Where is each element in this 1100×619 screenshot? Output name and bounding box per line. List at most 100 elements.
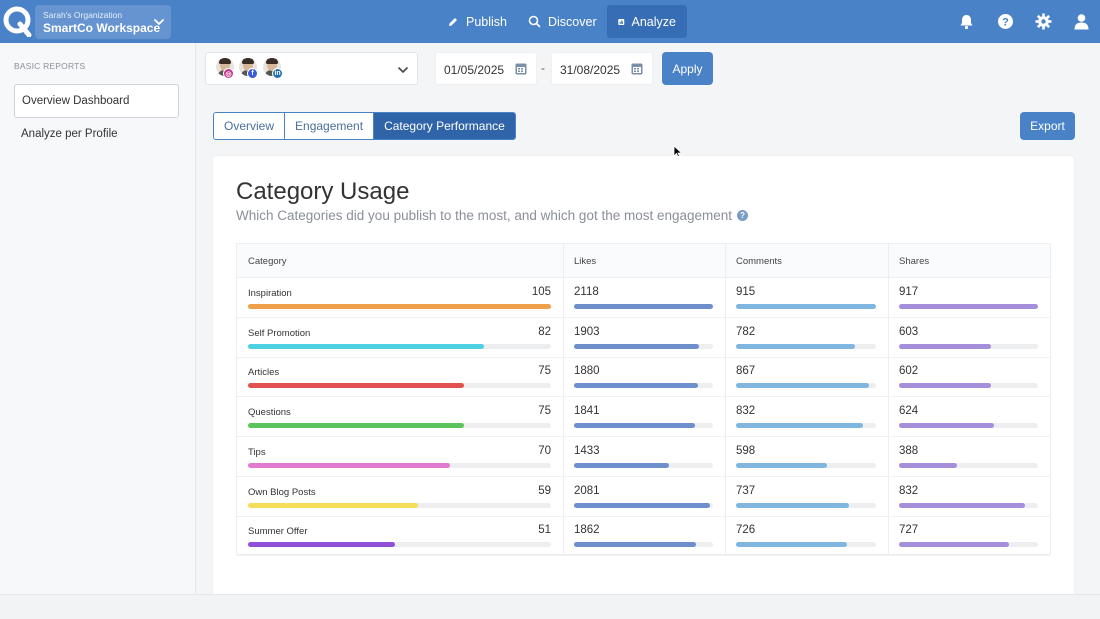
category-label: Articles	[248, 367, 280, 379]
shares-bar	[899, 502, 1026, 508]
sidebar: BASIC REPORTS Overview Dashboard Analyze…	[0, 43, 196, 594]
profile-selector[interactable]: ◎ f in	[205, 52, 418, 85]
shares-value: 602	[899, 365, 919, 378]
help-icon[interactable]: ?	[737, 210, 749, 221]
comments-value: 832	[736, 405, 756, 418]
column-divider	[563, 244, 564, 554]
category-label: Questions	[248, 407, 291, 419]
shares-bar	[899, 462, 958, 468]
category-label: Inspiration	[248, 288, 292, 299]
tab-overview[interactable]: Overview	[214, 113, 286, 139]
nav-analyze[interactable]: Analyze	[607, 5, 687, 38]
organization-switcher[interactable]: Sarah's Organization SmartCo Workspace	[35, 5, 171, 39]
likes-value: 1903	[574, 325, 600, 338]
calendar-icon[interactable]	[631, 62, 643, 75]
column-header-likes: Likes	[574, 256, 597, 267]
comments-bar-track	[736, 462, 876, 468]
end-date-field[interactable]: 31/08/2025	[551, 52, 653, 85]
category-count-bar	[248, 462, 451, 468]
column-divider	[725, 244, 726, 554]
comments-bar-track	[736, 383, 876, 389]
help-icon[interactable]: ?	[997, 13, 1014, 30]
category-count-bar-track	[248, 383, 551, 389]
chevron-down-icon	[398, 67, 408, 74]
comments-bar	[736, 383, 869, 389]
sidebar-item-analyze-per-profile[interactable]: Analyze per Profile	[14, 117, 179, 151]
category-count-bar-track	[248, 542, 551, 548]
category-count: 82	[538, 325, 551, 338]
search-icon	[528, 15, 541, 28]
comments-bar-track	[736, 502, 876, 508]
shares-bar-track	[899, 423, 1038, 429]
sidebar-item-overview-dashboard[interactable]: Overview Dashboard	[14, 84, 179, 118]
comments-bar	[736, 462, 827, 468]
start-date-field[interactable]: 01/05/2025	[435, 52, 537, 85]
nav-analyze-label: Analyze	[631, 14, 676, 29]
comments-bar	[736, 304, 876, 309]
category-count: 70	[538, 444, 551, 457]
likes-bar-track	[574, 383, 713, 389]
likes-value: 1841	[574, 405, 600, 418]
shares-value: 727	[899, 524, 919, 537]
column-header-category: Category	[248, 256, 287, 267]
linkedin-icon: in	[272, 68, 283, 79]
nav-publish[interactable]: Publish	[436, 5, 518, 38]
calendar-icon[interactable]	[515, 62, 527, 75]
tab-category-performance[interactable]: Category Performance	[374, 113, 515, 139]
category-count-bar-track	[248, 304, 551, 309]
table-row: Self Promotion 82 1903 782 603	[237, 318, 1050, 358]
category-count: 51	[538, 524, 551, 537]
likes-bar-track	[574, 423, 713, 429]
bell-icon[interactable]	[958, 13, 975, 30]
shares-bar-track	[899, 343, 1038, 349]
sidebar-heading: BASIC REPORTS	[14, 61, 86, 71]
category-count-bar	[248, 383, 465, 389]
shares-bar-track	[899, 462, 1038, 468]
category-count-bar	[248, 502, 419, 508]
table-row: Questions 75 1841 832 624	[237, 397, 1050, 438]
category-label: Own Blog Posts	[248, 486, 316, 498]
column-header-comments: Comments	[736, 256, 782, 267]
organization-name: Sarah's Organization	[43, 10, 123, 20]
category-count-bar	[248, 423, 465, 429]
user-icon[interactable]	[1073, 13, 1090, 30]
svg-text:?: ?	[1002, 17, 1009, 29]
likes-value: 1862	[574, 524, 600, 537]
comments-bar-track	[736, 304, 876, 309]
top-navbar: Sarah's Organization SmartCo Workspace P…	[0, 0, 1100, 43]
likes-bar	[574, 502, 711, 508]
apply-button[interactable]: Apply	[662, 52, 713, 85]
likes-bar-track	[574, 343, 713, 349]
category-count: 105	[531, 286, 551, 298]
app-logo[interactable]	[3, 6, 32, 37]
category-count: 75	[538, 365, 551, 378]
workspace-name: SmartCo Workspace	[43, 21, 161, 35]
tab-engagement[interactable]: Engagement	[285, 113, 375, 139]
comments-value: 782	[736, 325, 756, 338]
facebook-icon: f	[247, 68, 258, 79]
nav-discover[interactable]: Discover	[517, 5, 608, 38]
table-row: Own Blog Posts 59 2081 737 832	[237, 477, 1050, 517]
shares-bar-track	[899, 502, 1038, 508]
export-button[interactable]: Export	[1020, 112, 1075, 140]
category-count-bar-track	[248, 462, 551, 468]
category-label: Summer Offer	[248, 526, 308, 538]
start-date-value: 01/05/2025	[444, 63, 505, 77]
gear-icon[interactable]	[1035, 13, 1052, 30]
shares-bar	[899, 343, 991, 349]
category-label: Tips	[248, 446, 266, 458]
comments-value: 915	[736, 286, 756, 298]
bottom-scroll-area	[0, 594, 1100, 619]
card-subtitle: Which Categories did you publish to the …	[236, 208, 749, 223]
likes-bar	[574, 423, 695, 429]
end-date-value: 31/08/2025	[560, 63, 621, 77]
shares-value: 832	[899, 484, 919, 497]
shares-bar-track	[899, 542, 1038, 548]
table-row: Tips 70 1433 598 388	[237, 437, 1050, 477]
shares-bar	[899, 542, 1009, 548]
comments-bar-track	[736, 343, 876, 349]
category-count-bar	[248, 343, 485, 349]
likes-bar	[574, 304, 713, 309]
shares-value: 388	[899, 444, 919, 457]
comments-bar	[736, 502, 850, 508]
